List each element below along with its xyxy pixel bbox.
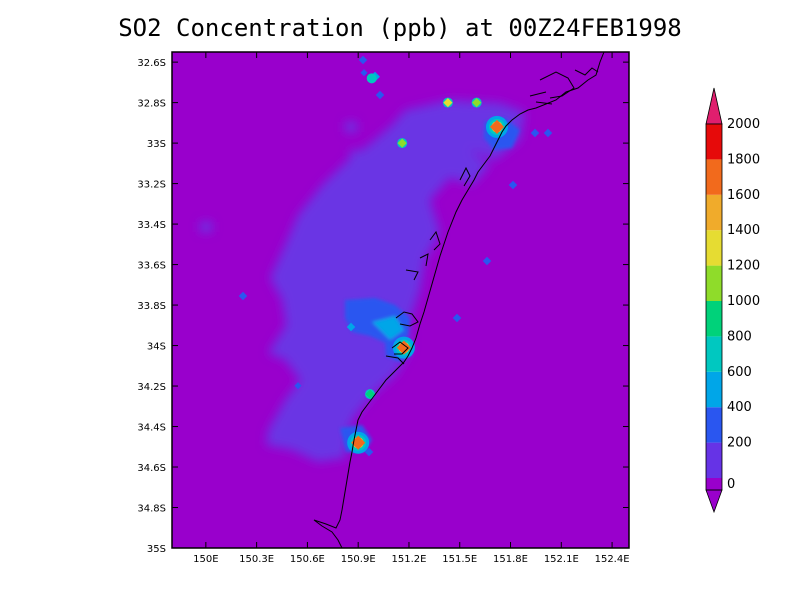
- hotspot-marker: [396, 340, 411, 355]
- y-tick-label: 32.6S: [137, 58, 166, 69]
- colorbar-segment: [706, 407, 722, 443]
- y-tick-label: 35S: [147, 544, 166, 555]
- x-tick-label: 150E: [193, 554, 218, 565]
- x-tick-label: 152.4E: [595, 554, 630, 565]
- colorbar: 0 200 400 600 800 1000 1200 1400 1600 1800 2000: [705, 87, 760, 514]
- x-tick-label: 151.5E: [442, 554, 477, 565]
- x-tick-label: 150.6E: [290, 554, 325, 565]
- colorbar-frame: [705, 123, 723, 491]
- y-tick-label: 34.4S: [137, 423, 166, 434]
- colorbar-label: 1200: [727, 259, 760, 274]
- y-tick-label: 33.6S: [137, 261, 166, 272]
- x-tick-label: 151.2E: [391, 554, 426, 565]
- colorbar-segment: [706, 265, 722, 301]
- colorbar-label: 1800: [727, 152, 760, 167]
- colorbar-segment: [706, 336, 722, 372]
- hotspot-layer: [347, 73, 508, 454]
- colorbar-segment: [706, 371, 722, 408]
- hotspot-marker: [472, 98, 482, 108]
- x-tick-label: 151.8E: [493, 554, 528, 565]
- y-tick-label: 34.8S: [137, 504, 166, 515]
- colorbar-label: 600: [727, 365, 752, 380]
- chart-title: SO2 Concentration (ppb) at 00Z24FEB1998: [118, 14, 682, 42]
- hotspot-marker: [443, 98, 453, 108]
- y-tick-label: 33.8S: [137, 301, 166, 312]
- y-tick-label: 33.2S: [137, 180, 166, 191]
- y-tick-label: 33S: [147, 139, 166, 150]
- concentration-field: [200, 52, 605, 548]
- y-tick-label: 34S: [147, 342, 166, 353]
- colorbar-label: 1600: [727, 188, 760, 203]
- colorbar-label: 200: [727, 436, 752, 451]
- colorbar-bottom-triangle: [705, 489, 723, 514]
- x-tick-label: 150.9E: [341, 554, 376, 565]
- colorbar-label: 0: [727, 477, 735, 492]
- colorbar-segment: [706, 478, 722, 490]
- hotspot-marker: [367, 73, 377, 83]
- plot-frame: [171, 51, 630, 549]
- colorbar-top-triangle: [705, 87, 723, 125]
- colorbar-segment: [706, 230, 722, 266]
- coastline: [313, 52, 605, 548]
- x-axis: 150E 150.3E 150.6E 150.9E 151.2E 151.5E 151.8E…: [193, 52, 630, 565]
- x-tick-label: 152.1E: [544, 554, 579, 565]
- x-tick-label: 150.3E: [239, 554, 274, 565]
- y-tick-label: 34.6S: [137, 463, 166, 474]
- colorbar-segment: [706, 124, 722, 160]
- y-axis: 32.6S 32.8S 33S 33.2S 33.4S 33.6S 33.8S 34S 34.2…: [137, 58, 629, 555]
- hotspot-marker: [489, 119, 505, 134]
- colorbar-label: 2000: [727, 117, 760, 132]
- colorbar-label: 400: [727, 400, 752, 415]
- colorbar-segment: [706, 442, 722, 478]
- colorbar-label: 1000: [727, 294, 760, 309]
- y-tick-label: 33.4S: [137, 220, 166, 231]
- colorbar-label: 800: [727, 329, 752, 344]
- y-tick-label: 34.2S: [137, 382, 166, 393]
- plume-low: [200, 100, 525, 462]
- y-tick-label: 32.8S: [137, 99, 166, 110]
- colorbar-label: 1400: [727, 223, 760, 238]
- colorbar-segment: [706, 159, 722, 195]
- colorbar-segment: [706, 194, 722, 231]
- colorbar-segment: [706, 301, 722, 337]
